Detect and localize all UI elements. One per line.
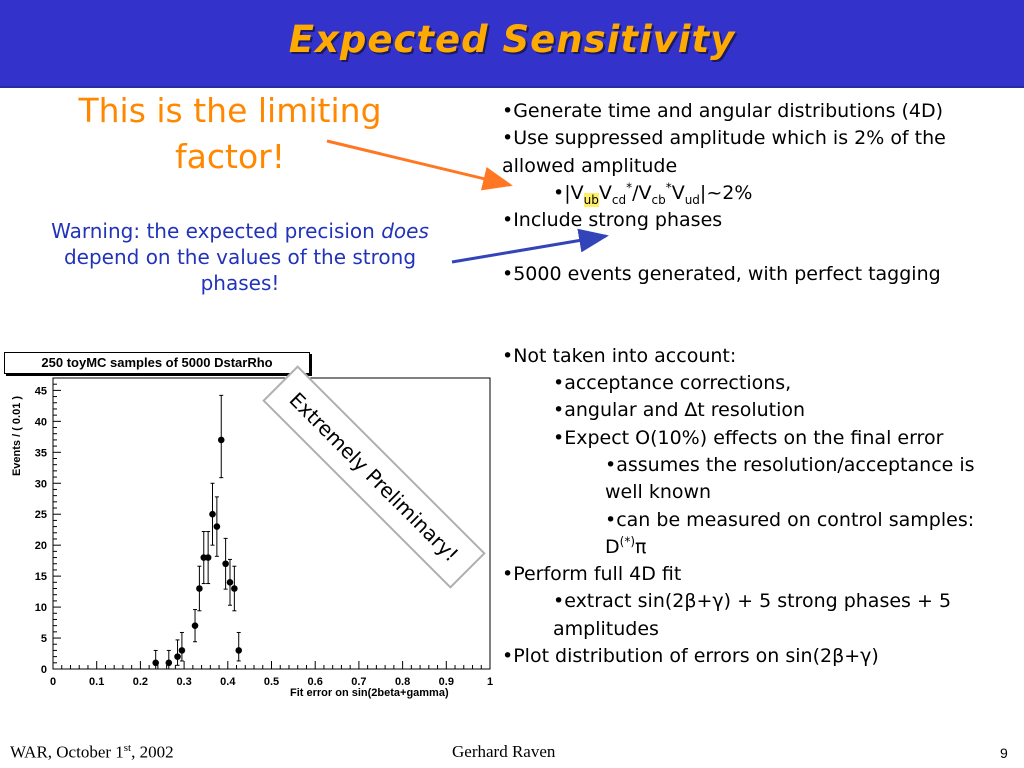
y-tick-label: 10 <box>35 602 47 614</box>
y-tick-label: 20 <box>35 540 47 552</box>
data-point <box>226 579 234 586</box>
bullet-plot-errors: •Plot distribution of errors on sin(2β+γ… <box>502 645 879 668</box>
control-samples-text: •can be measured on control samples: D <box>605 508 975 558</box>
x-tick-label: 0.9 <box>439 676 454 688</box>
bullet-resolution: •angular and ∆t resolution <box>553 399 806 422</box>
ckm-prefix: •|V <box>553 181 584 204</box>
y-tick-label: 0 <box>41 664 47 676</box>
bullet-control-samples: •can be measured on control samples: D(*… <box>502 507 1017 562</box>
bullet-events-generated: •5000 events generated, with perfect tag… <box>502 263 941 286</box>
title-bar: Expected Sensitivity <box>0 0 1024 88</box>
ckm-sub-ub: ub <box>583 192 599 207</box>
y-tick-label: 5 <box>41 633 47 645</box>
bullet-acceptance: •acceptance corrections, <box>553 372 792 395</box>
ckm-sub-ud: ud <box>684 192 700 207</box>
limiting-factor-callout: This is the limiting factor! <box>78 91 382 176</box>
x-tick-label: 0 <box>50 676 56 688</box>
control-samples-pi: π <box>635 535 647 558</box>
ckm-v4: V <box>671 181 685 204</box>
data-point <box>174 653 181 660</box>
ckm-star1: * <box>626 180 633 195</box>
bullet-full-fit: •Perform full 4D fit <box>502 563 682 586</box>
x-tick-label: 0.5 <box>264 676 279 688</box>
x-tick-label: 0.2 <box>133 676 148 688</box>
data-point <box>231 585 238 592</box>
bullet-not-taken: •Not taken into account: <box>502 344 737 367</box>
y-tick-label: 30 <box>35 478 47 490</box>
x-tick-label: 0.1 <box>89 676 104 688</box>
y-tick-label: 35 <box>35 447 47 459</box>
footer-date-year: , 2002 <box>131 742 174 762</box>
slide-title: Expected Sensitivity <box>288 18 736 61</box>
warning-emphasis: does <box>381 219 429 243</box>
histogram-axes: 0 0.1 0.2 0.3 0.4 0.5 0.6 0.7 0.8 0.9 105101520253… <box>35 377 493 688</box>
footer-conference: WAR, October 1st, 2002 <box>10 742 174 763</box>
data-point <box>235 647 243 654</box>
data-point <box>165 659 173 667</box>
histogram-chart: 0 0.1 0.2 0.3 0.4 0.5 0.6 0.7 0.8 0.9 105101520253… <box>11 377 493 699</box>
bullet-assumes: •assumes the resolution/acceptance is we… <box>605 453 975 504</box>
bullet-expect-effects: •Expect O(10%) effects on the final erro… <box>553 426 944 449</box>
warning-note: Warning: the expected precision does dep… <box>30 218 450 296</box>
y-tick-label: 15 <box>35 571 47 583</box>
control-samples-sup: (*) <box>619 534 636 549</box>
x-tick-label: 0.7 <box>351 676 366 688</box>
data-point <box>222 560 229 568</box>
data-point <box>217 436 225 444</box>
x-axis-label: Fit error on sin(2beta+gamma) <box>290 687 449 699</box>
bullet-suppressed-amplitude: •Use suppressed amplitude which is 2% of… <box>502 127 946 177</box>
data-point <box>204 554 212 561</box>
y-tick-label: 25 <box>35 509 47 521</box>
bullet-strong-phases: •Include strong phases <box>502 209 723 232</box>
x-tick-label: 1 <box>487 676 493 688</box>
footer-date-sup: st <box>123 742 132 754</box>
ckm-sub-cb: cb <box>651 192 666 207</box>
y-axis-label: Events / ( 0.01 ) <box>11 396 23 476</box>
x-tick-label: 0.3 <box>176 676 191 688</box>
data-point <box>178 647 186 654</box>
histogram-points <box>152 394 243 670</box>
warning-text-2: depend on the values of the strong phase… <box>63 245 417 295</box>
data-point <box>191 622 199 629</box>
footer-date-text: WAR, October 1 <box>10 742 124 762</box>
bullet-generate: •Generate time and angular distributions… <box>502 100 944 122</box>
ckm-star2: * <box>665 180 672 195</box>
data-point <box>152 659 159 667</box>
histogram-title: 250 toyMC samples of 5000 DstarRho <box>4 352 310 374</box>
bullet-ckm-ratio: •|VubVcd*/Vcb*Vud|~2% <box>502 180 1017 207</box>
bullet-extract: •extract sin(2β+γ) + 5 strong phases + 5… <box>553 590 952 640</box>
data-point <box>213 523 221 530</box>
page-number: 9 <box>1000 745 1008 761</box>
data-point <box>196 585 203 592</box>
y-tick-label: 45 <box>35 385 47 397</box>
ckm-sub-cd: cd <box>611 192 627 207</box>
ckm-v2: V <box>598 181 612 204</box>
data-point <box>209 510 216 518</box>
warning-text-1: Warning: the expected precision <box>51 219 382 243</box>
footer-author: Gerhard Raven <box>452 742 556 761</box>
bullet-list: •Generate time and angular distributions… <box>502 98 1017 670</box>
ckm-slash: /V <box>632 181 652 204</box>
x-tick-label: 0.8 <box>395 676 410 688</box>
x-tick-label: 0.4 <box>220 676 236 688</box>
x-tick-label: 0.6 <box>308 676 323 688</box>
y-tick-label: 40 <box>35 416 47 428</box>
ckm-suffix: |~2% <box>699 181 753 204</box>
